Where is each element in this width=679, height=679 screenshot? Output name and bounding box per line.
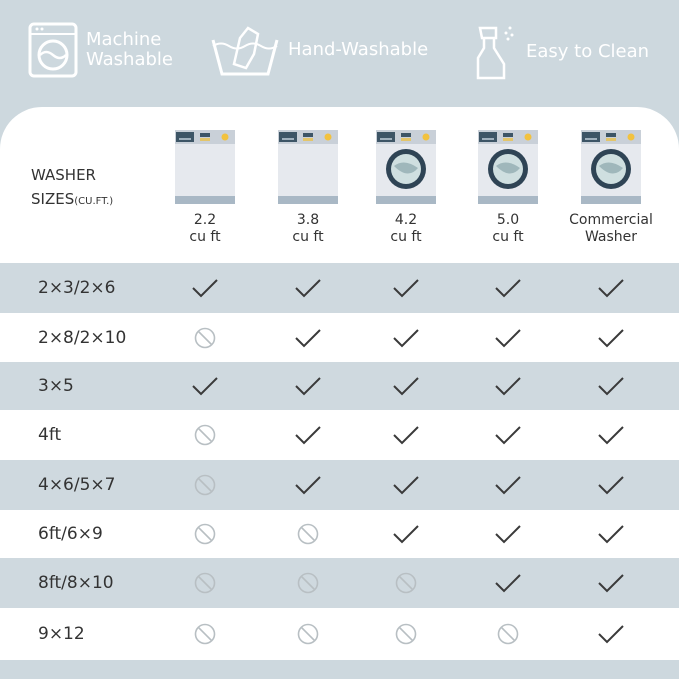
table-row: 3×5 [0, 362, 679, 410]
column-header: 3.8 cu ft [253, 130, 363, 246]
header-unit: (CU.FT.) [74, 196, 114, 207]
feature-label: Easy to Clean [526, 41, 650, 62]
check-icon [288, 420, 328, 450]
feature-label: Hand-Washable [288, 39, 429, 60]
washing-machine-icon [28, 22, 78, 78]
check-icon [591, 568, 631, 598]
check-icon [185, 273, 225, 303]
column-label: Washer [584, 229, 638, 245]
feature-label: Washable [86, 49, 173, 70]
table-row: 8ft/8×10 [0, 558, 679, 608]
not-available-icon [386, 619, 426, 649]
check-icon [288, 323, 328, 353]
column-label: 3.8 [296, 212, 320, 228]
table-row: 4×6/5×7 [0, 460, 679, 510]
not-available-icon [185, 470, 225, 500]
table-header-label: WASHER SIZES(CU.FT.) [31, 163, 113, 214]
hand-wash-icon [211, 26, 279, 76]
not-available-icon [288, 619, 328, 649]
header-line: WASHER [31, 166, 96, 184]
check-icon [488, 420, 528, 450]
front-load-washer-icon [453, 130, 563, 204]
column-header: Commercial Washer [556, 130, 666, 246]
check-icon [591, 323, 631, 353]
check-icon [591, 619, 631, 649]
size-label: 2×8/2×10 [38, 327, 127, 348]
check-icon [386, 323, 426, 353]
check-icon [288, 273, 328, 303]
column-label: cu ft [492, 229, 524, 245]
size-label: 3×5 [38, 376, 74, 396]
not-available-icon [288, 568, 328, 598]
size-label: 6ft/6×9 [38, 524, 103, 544]
check-icon [488, 470, 528, 500]
not-available-icon [185, 323, 225, 353]
column-header: 2.2 cu ft [150, 130, 260, 246]
size-label: 8ft/8×10 [38, 573, 114, 593]
check-icon [591, 519, 631, 549]
not-available-icon [288, 519, 328, 549]
table-row: 4ft [0, 410, 679, 460]
feature-label: Machine [86, 29, 162, 50]
top-load-washer-icon [150, 130, 260, 204]
feature-hand-washable: Hand-Washable [210, 24, 428, 76]
check-icon [288, 470, 328, 500]
front-load-washer-icon [556, 130, 666, 204]
table-row: 9×12 [0, 608, 679, 660]
not-available-icon [386, 568, 426, 598]
size-label: 4ft [38, 425, 62, 445]
not-available-icon [185, 619, 225, 649]
not-available-icon [488, 619, 528, 649]
check-icon [488, 323, 528, 353]
not-available-icon [185, 519, 225, 549]
column-label: 5.0 [496, 212, 520, 228]
spray-bottle-icon [476, 26, 514, 80]
check-icon [591, 371, 631, 401]
size-label: 9×12 [38, 624, 85, 644]
size-label: 4×6/5×7 [38, 475, 116, 495]
check-icon [386, 420, 426, 450]
column-label: cu ft [390, 229, 422, 245]
check-icon [488, 371, 528, 401]
column-header: 4.2 cu ft [351, 130, 461, 246]
check-icon [386, 519, 426, 549]
column-label: cu ft [189, 229, 221, 245]
size-label: 2×3/2×6 [38, 278, 116, 298]
not-available-icon [185, 568, 225, 598]
column-label: cu ft [292, 229, 324, 245]
column-label: 4.2 [394, 212, 418, 228]
check-icon [386, 470, 426, 500]
feature-machine-washable: Machine Washable [28, 22, 173, 78]
column-header: 5.0 cu ft [453, 130, 563, 246]
column-label: Commercial [569, 212, 653, 228]
check-icon [288, 371, 328, 401]
check-icon [591, 470, 631, 500]
check-icon [386, 273, 426, 303]
column-label: 2.2 [193, 212, 217, 228]
bottom-strip [0, 660, 679, 679]
feature-easy-to-clean: Easy to Clean [474, 24, 649, 80]
check-icon [488, 273, 528, 303]
check-icon [591, 273, 631, 303]
table-row: 2×3/2×6 [0, 263, 679, 313]
check-icon [185, 371, 225, 401]
feature-badges: Machine Washable Hand-Washable Easy to Cl… [0, 22, 679, 86]
top-load-washer-icon [253, 130, 363, 204]
front-load-washer-icon [351, 130, 461, 204]
check-icon [386, 371, 426, 401]
header-line: SIZES [31, 190, 75, 208]
check-icon [591, 420, 631, 450]
table-row: 6ft/6×9 [0, 510, 679, 558]
check-icon [488, 519, 528, 549]
check-icon [488, 568, 528, 598]
not-available-icon [185, 420, 225, 450]
table-row: 2×8/2×10 [0, 313, 679, 362]
